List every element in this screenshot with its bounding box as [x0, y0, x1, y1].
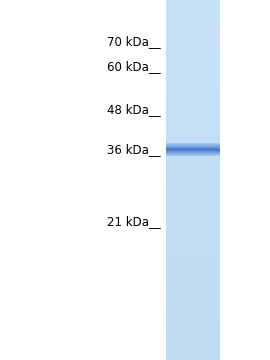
Text: 21 kDa__: 21 kDa__	[107, 215, 161, 228]
Text: 36 kDa__: 36 kDa__	[107, 143, 161, 156]
Text: 60 kDa__: 60 kDa__	[107, 60, 161, 73]
Text: 48 kDa__: 48 kDa__	[107, 103, 161, 116]
Text: 70 kDa__: 70 kDa__	[107, 35, 161, 48]
